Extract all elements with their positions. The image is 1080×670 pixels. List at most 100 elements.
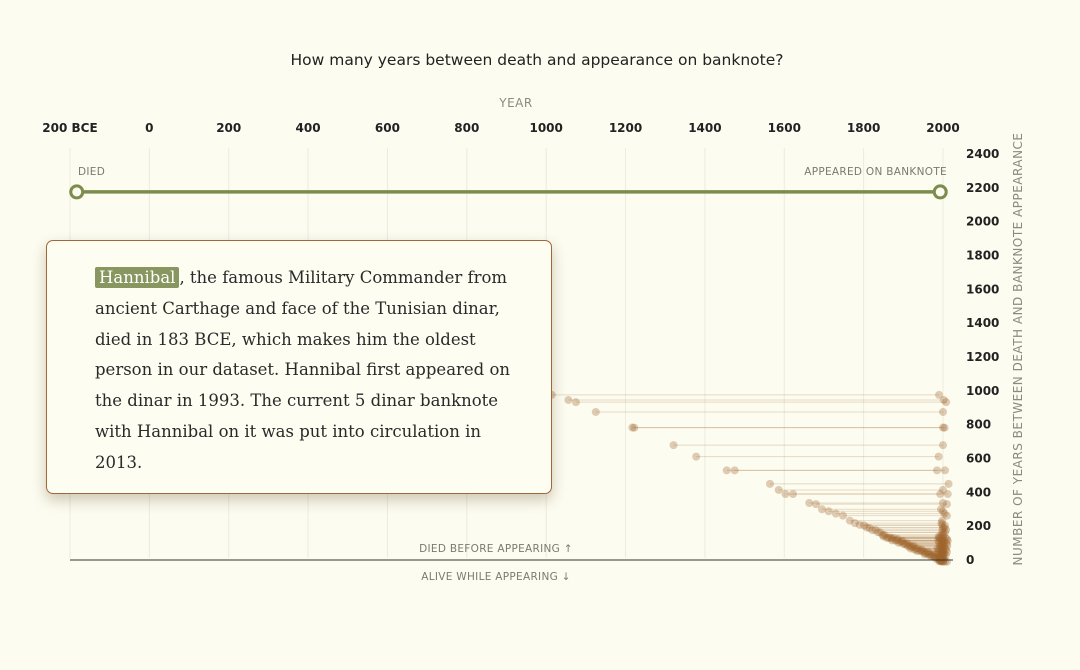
- tooltip-name: Hannibal: [95, 267, 180, 288]
- appeared-point: [942, 547, 951, 556]
- appeared-point: [937, 534, 946, 543]
- appeared-point: [939, 423, 947, 432]
- died-point: [900, 539, 909, 548]
- appeared-point: [939, 441, 947, 450]
- appeared-point: [937, 536, 946, 545]
- appeared-point: [939, 528, 947, 537]
- died-point: [871, 525, 880, 534]
- appeared-point: [941, 533, 950, 542]
- highlight-died-marker: [69, 184, 85, 200]
- died-point: [927, 552, 936, 561]
- appeared-point: [940, 521, 949, 530]
- died-point: [931, 554, 940, 563]
- appeared-point: [937, 505, 946, 514]
- appeared-point: [938, 540, 947, 549]
- x-tick-label: 1200: [609, 121, 642, 135]
- died-point: [897, 537, 906, 546]
- y-tick-label: 800: [966, 418, 991, 432]
- y-tick-label: 1600: [966, 282, 999, 296]
- died-point: [879, 532, 888, 541]
- died-point: [918, 547, 927, 556]
- appeared-point: [941, 551, 950, 560]
- died-point: [927, 551, 936, 560]
- x-tick-label: 2000: [926, 121, 959, 135]
- died-point: [919, 547, 928, 556]
- died-point: [882, 533, 891, 542]
- died-point: [887, 534, 896, 543]
- died-point: [896, 537, 905, 546]
- died-point: [564, 395, 573, 404]
- appeared-point: [939, 523, 947, 532]
- died-point: [885, 533, 894, 542]
- y-tick-label: 2200: [966, 181, 999, 195]
- died-point: [933, 553, 942, 562]
- appeared-point: [938, 551, 947, 560]
- appeared-point: [939, 553, 947, 562]
- died-point: [899, 540, 908, 549]
- died-point: [868, 526, 877, 535]
- died-point: [906, 544, 915, 553]
- appeared-point: [939, 485, 947, 494]
- appeared-point: [937, 549, 946, 558]
- died-point: [571, 398, 580, 407]
- appeared-point: [933, 544, 942, 553]
- appeared-point: [936, 542, 945, 551]
- died-point: [915, 546, 924, 555]
- appeared-point: [943, 541, 952, 550]
- appeared-point: [940, 537, 949, 546]
- appeared-point: [939, 551, 948, 560]
- appeared-point: [938, 520, 947, 529]
- y-ticks: 2400220020001800160014001200100080060040…: [966, 147, 999, 567]
- appeared-point: [938, 537, 947, 546]
- appeared-point: [939, 536, 948, 545]
- appeared-point: [942, 511, 951, 520]
- died-point: [920, 550, 929, 559]
- alive-while-label: ALIVE WHILE APPEARING ↓: [421, 571, 571, 583]
- died-point: [931, 553, 940, 562]
- died-point: [884, 534, 893, 543]
- died-label: DIED: [78, 166, 105, 178]
- appeared-point: [939, 395, 948, 404]
- x-tick-label: 600: [375, 121, 400, 135]
- appeared-point: [943, 536, 952, 545]
- died-point: [937, 557, 946, 566]
- appeared-point: [943, 490, 952, 499]
- died-point: [845, 516, 854, 525]
- x-tick-label: 1600: [768, 121, 801, 135]
- appeared-point: [944, 479, 953, 488]
- died-point: [939, 557, 948, 566]
- x-tick-label: 200 BCE: [42, 121, 97, 135]
- appeared-point: [940, 423, 949, 432]
- y-tick-label: 1000: [966, 384, 999, 398]
- died-point: [894, 538, 903, 547]
- died-point: [912, 544, 921, 553]
- appeared-point: [940, 541, 949, 550]
- appeared-point: [939, 539, 947, 548]
- appeared-point: [942, 545, 951, 554]
- appeared-point: [935, 545, 944, 554]
- appeared-point: [938, 544, 947, 553]
- died-point: [781, 490, 790, 499]
- died-point: [774, 485, 783, 494]
- appeared-point: [938, 516, 947, 525]
- highlight-appeared-marker: [932, 184, 948, 200]
- appeared-point: [940, 509, 949, 518]
- appeared-point: [935, 554, 944, 563]
- died-point: [907, 543, 916, 552]
- x-tick-label: 1800: [847, 121, 880, 135]
- appeared-point: [934, 452, 943, 461]
- appeared-point: [942, 539, 951, 548]
- hannibal-highlight[interactable]: DIED APPEARED ON BANKNOTE: [69, 166, 948, 200]
- x-tick-label: 0: [145, 121, 153, 135]
- died-point: [692, 452, 701, 461]
- died-point: [891, 536, 900, 545]
- appeared-point: [942, 525, 951, 534]
- x-tick-label: 1400: [688, 121, 721, 135]
- appeared-point: [938, 554, 947, 563]
- appeared-point: [937, 553, 946, 562]
- y-axis-label: NUMBER OF YEARS BETWEEN DEATH AND BANKNO…: [1011, 132, 1025, 565]
- died-point: [765, 479, 774, 488]
- appeared-point: [939, 507, 947, 516]
- y-tick-label: 2000: [966, 215, 999, 229]
- appeared-point: [935, 557, 944, 566]
